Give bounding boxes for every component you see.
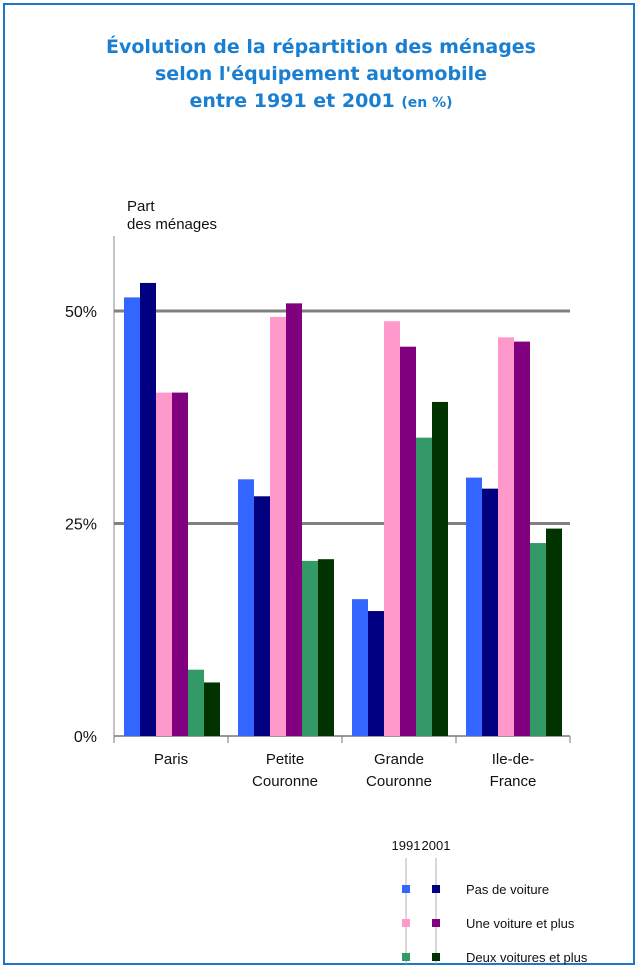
y-tick-label: 25% <box>65 517 97 534</box>
bar <box>368 611 384 736</box>
legend-label: Deux voitures et plus <box>466 950 588 965</box>
bar <box>416 437 432 736</box>
title-line-1: Évolution de la répartition des ménages <box>106 36 536 58</box>
bar <box>124 297 140 736</box>
bar <box>530 543 546 736</box>
bar <box>286 303 302 736</box>
bar <box>140 282 156 736</box>
x-category-label: Couronne <box>366 773 432 790</box>
y-axis-title-line: des ménages <box>127 216 217 233</box>
bar <box>204 682 220 736</box>
x-category-label: Ile-de- <box>492 751 535 768</box>
legend-label: Une voiture et plus <box>466 916 575 931</box>
x-category-label: Grande <box>374 751 424 768</box>
legend-swatch <box>402 919 410 927</box>
bar <box>466 477 482 736</box>
legend-year: 2001 <box>422 838 451 853</box>
title-line-2: selon l'équipement automobile <box>155 63 487 85</box>
y-tick-label: 50% <box>65 304 97 321</box>
x-category-label: France <box>490 773 537 790</box>
legend-swatch <box>402 885 410 893</box>
bar <box>482 488 498 736</box>
x-category-label: Paris <box>154 751 188 768</box>
bar <box>352 599 368 736</box>
title-unit: (en %) <box>401 95 453 111</box>
y-tick-label: 0% <box>74 729 97 746</box>
bar <box>546 528 562 736</box>
bar <box>254 496 270 736</box>
bar <box>270 316 286 736</box>
title-line-3: entre 1991 et 2001 (en %) <box>0 88 642 117</box>
bar <box>400 346 416 736</box>
legend-label: Pas de voiture <box>466 882 549 897</box>
legend-year: 1991 <box>392 838 421 853</box>
legend-swatch <box>402 953 410 961</box>
legend-swatch <box>432 919 440 927</box>
bar <box>238 479 254 736</box>
bar <box>302 560 318 736</box>
bar <box>498 337 514 736</box>
bar <box>188 669 204 736</box>
bar <box>172 392 188 736</box>
legend-swatch <box>432 885 440 893</box>
y-axis-title-line: Part <box>127 198 155 215</box>
x-category-label: Couronne <box>252 773 318 790</box>
x-category-label: Petite <box>266 751 304 768</box>
legend-swatch <box>432 953 440 961</box>
bar <box>432 401 448 736</box>
bar <box>514 341 530 736</box>
chart-title: Évolution de la répartition des ménages … <box>0 34 642 117</box>
title-period: entre 1991 et 2001 <box>189 90 395 112</box>
bar <box>318 559 334 736</box>
bar <box>384 321 400 736</box>
bar <box>156 392 172 736</box>
